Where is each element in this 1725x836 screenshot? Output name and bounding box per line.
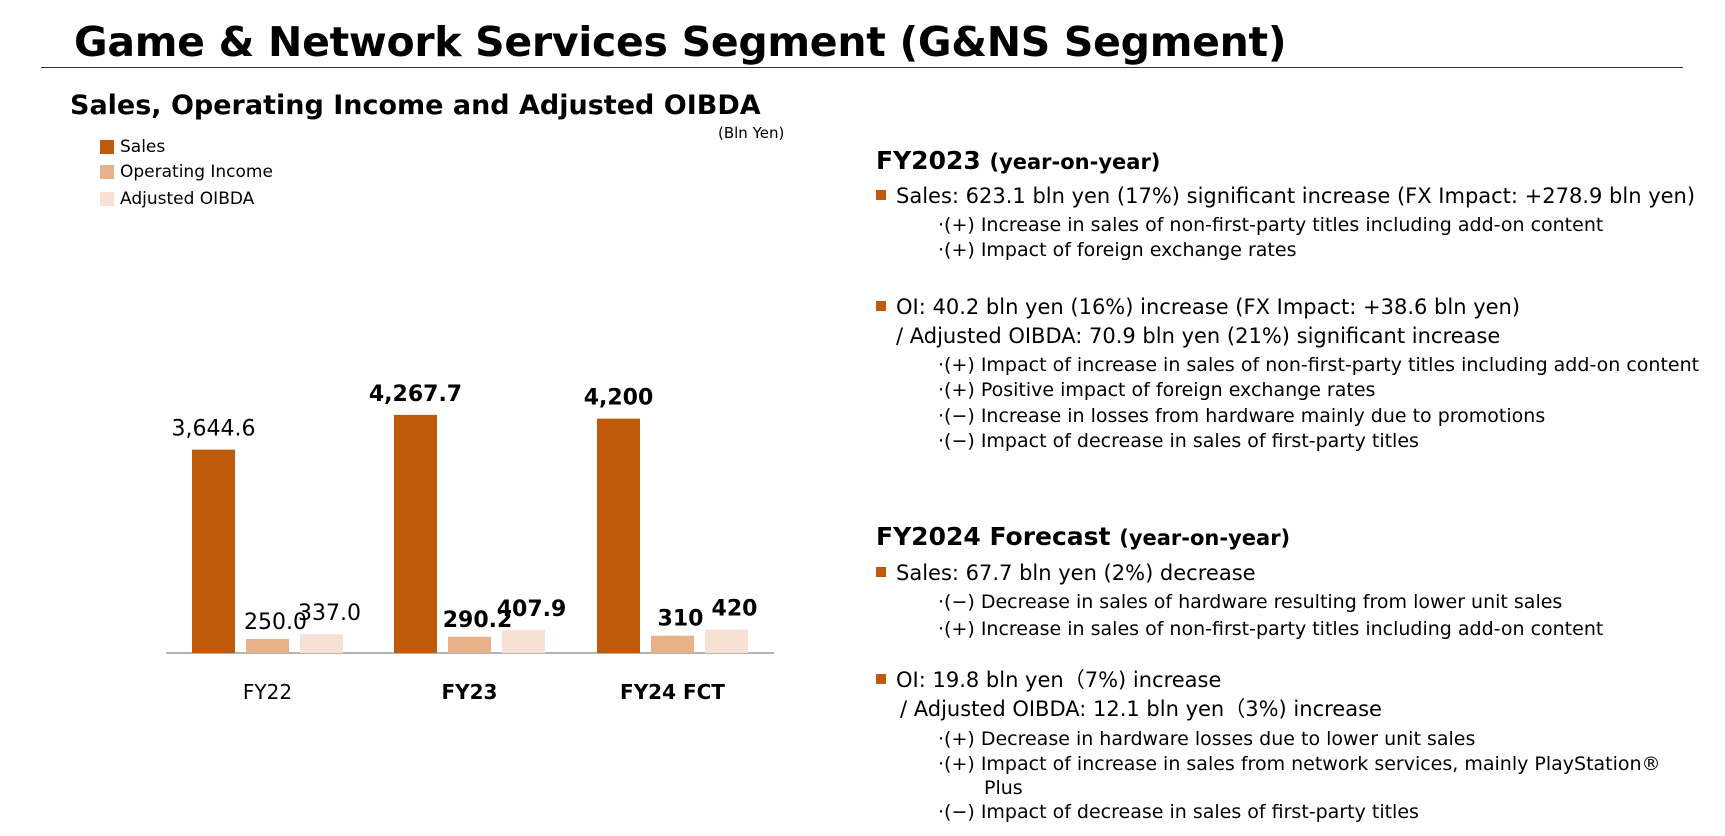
legend-label-sales: Sales bbox=[120, 137, 166, 157]
fy2024-heading-main: FY2024 Forecast bbox=[876, 522, 1111, 551]
legend-item-sales: Sales bbox=[100, 137, 165, 157]
legend-label-adjusted-oibda: Adjusted OIBDA bbox=[120, 189, 255, 209]
bar-adjusted-oibda-fy23 bbox=[502, 630, 545, 653]
data-label-sales-fy22: 3,644.6 bbox=[172, 417, 256, 442]
fy2023-sales-item: ·(+) Impact of foreign exchange rates bbox=[938, 239, 1297, 261]
bar-sales-fy24-fct bbox=[597, 418, 640, 653]
x-tick-label-fy22: FY22 bbox=[243, 680, 292, 704]
bar-sales-fy22 bbox=[192, 449, 235, 653]
fy2023-oi-item: ·(−) Impact of decrease in sales of firs… bbox=[938, 430, 1419, 452]
fy2024-heading-suffix: (year-on-year) bbox=[1119, 526, 1291, 550]
fy2023-oi-item: ·(+) Impact of increase in sales of non-… bbox=[938, 354, 1700, 376]
fy2024-oi-text: OI: 19.8 bln yen（7%) increase bbox=[896, 668, 1222, 692]
bullet-square-icon bbox=[876, 190, 886, 200]
fy2024-sales-item: ·(+) Increase in sales of non-first-part… bbox=[938, 618, 1604, 640]
bar-adjusted-oibda-fy22 bbox=[300, 634, 343, 653]
bar-operating-income-fy22 bbox=[246, 639, 289, 653]
fy2024-sales-line: Sales: 67.7 bln yen (2%) decrease bbox=[876, 560, 1256, 586]
fy2023-heading-main: FY2023 bbox=[876, 146, 981, 175]
legend-swatch-adjusted-oibda bbox=[100, 192, 114, 206]
data-label-operating-income-fy23: 290.2 bbox=[443, 608, 513, 633]
data-label-adjusted-oibda-fy24-fct: 420 bbox=[712, 597, 758, 622]
bullet-square-icon bbox=[876, 567, 886, 577]
bullet-square-icon bbox=[876, 301, 886, 311]
data-label-sales-fy23: 4,267.7 bbox=[369, 382, 462, 407]
fy2024-sales-item: ·(−) Decrease in sales of hardware resul… bbox=[938, 591, 1563, 613]
fy2023-oi-item: ·(+) Positive impact of foreign exchange… bbox=[938, 379, 1376, 401]
legend-swatch-operating-income bbox=[100, 165, 114, 179]
fy2024-oi-item: ·(+) Impact of increase in sales from ne… bbox=[938, 753, 1661, 775]
bullet-square-icon bbox=[876, 674, 886, 684]
fy2023-sales-item: ·(+) Increase in sales of non-first-part… bbox=[938, 214, 1604, 236]
data-label-adjusted-oibda-fy23: 407.9 bbox=[497, 597, 567, 622]
fy2024-sales-text: Sales: 67.7 bln yen (2%) decrease bbox=[896, 561, 1256, 585]
fy2024-oibda-line: / Adjusted OIBDA: 12.1 bln yen（3%) incre… bbox=[900, 697, 1382, 721]
fy2023-sales-line: Sales: 623.1 bln yen (17%) significant i… bbox=[876, 183, 1695, 209]
data-label-operating-income-fy24-fct: 310 bbox=[658, 607, 704, 632]
data-label-adjusted-oibda-fy22: 337.0 bbox=[298, 601, 361, 626]
data-label-operating-income-fy22: 250.0 bbox=[244, 610, 307, 635]
fy2024-oi-item: ·(−) Impact of decrease in sales of firs… bbox=[938, 801, 1419, 823]
bar-sales-fy23 bbox=[394, 414, 437, 653]
fy2023-oi-line: OI: 40.2 bln yen (16%) increase (FX Impa… bbox=[876, 294, 1520, 320]
fy2024-oi-item: ·(+) Decrease in hardware losses due to … bbox=[938, 728, 1476, 750]
x-tick-label-fy23: FY23 bbox=[442, 680, 498, 704]
fy2023-oi-text: OI: 40.2 bln yen (16%) increase (FX Impa… bbox=[896, 295, 1521, 319]
fy2024-heading: FY2024 Forecast (year-on-year) bbox=[876, 522, 1290, 551]
unit-label: (Bln Yen) bbox=[718, 124, 785, 142]
fy2023-heading-suffix: (year-on-year) bbox=[989, 150, 1161, 174]
fy2023-heading: FY2023 (year-on-year) bbox=[876, 146, 1160, 175]
chart-title: Sales, Operating Income and Adjusted OIB… bbox=[70, 90, 761, 121]
legend-swatch-sales bbox=[100, 140, 114, 154]
bar-operating-income-fy23 bbox=[448, 636, 491, 653]
legend-item-operating-income: Operating Income bbox=[100, 162, 273, 182]
fy2023-oi-item: ·(−) Increase in losses from hardware ma… bbox=[938, 405, 1546, 427]
page-title: Game & Network Services Segment (G&NS Se… bbox=[74, 18, 1287, 66]
fy2024-oi-item-continuation: Plus bbox=[984, 777, 1023, 799]
fy2024-oi-line: OI: 19.8 bln yen（7%) increase bbox=[876, 667, 1221, 693]
data-label-sales-fy24-fct: 4,200 bbox=[584, 386, 654, 411]
title-divider bbox=[41, 67, 1683, 68]
legend-label-operating-income: Operating Income bbox=[120, 162, 273, 182]
legend-item-adjusted-oibda: Adjusted OIBDA bbox=[100, 189, 254, 209]
bar-adjusted-oibda-fy24-fct bbox=[705, 629, 748, 653]
fy2023-sales-text: Sales: 623.1 bln yen (17%) significant i… bbox=[896, 184, 1696, 208]
x-tick-label-fy24-fct: FY24 FCT bbox=[620, 680, 725, 704]
fy2023-oibda-line: / Adjusted OIBDA: 70.9 bln yen (21%) sig… bbox=[896, 324, 1501, 348]
bar-operating-income-fy24-fct bbox=[651, 635, 694, 653]
